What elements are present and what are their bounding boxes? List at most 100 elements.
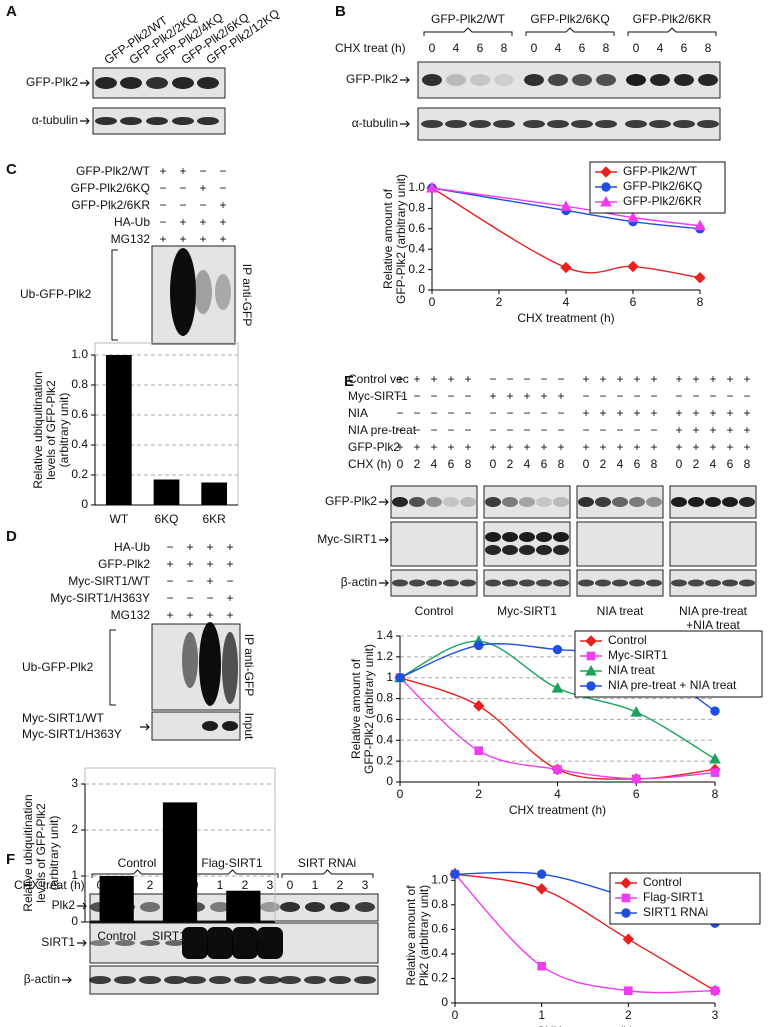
arrow (379, 579, 389, 587)
blot-band (536, 545, 552, 555)
y-tick-label: 1.2 (376, 649, 393, 663)
y-tick-label: 0.8 (376, 691, 393, 705)
legend-label: NIA treat (608, 663, 655, 677)
x-tick-label: 6 (633, 787, 640, 801)
y-tick-label: 0.8 (71, 377, 88, 391)
blot-band (460, 579, 476, 587)
series-line (454, 873, 716, 994)
marker (536, 869, 547, 879)
condition-mark: + (159, 232, 166, 246)
blot-band (578, 497, 594, 507)
blot-band (392, 579, 408, 587)
x-tick-label: 4 (554, 787, 561, 801)
blot-band (207, 927, 233, 959)
blot-band (595, 120, 617, 128)
condition-mark: + (692, 406, 699, 420)
condition-label: Myc-SIRT1/WT (68, 574, 150, 588)
lane-label: 4 (453, 41, 460, 55)
condition-mark: − (219, 164, 226, 178)
condition-mark: − (506, 423, 513, 437)
condition-mark: − (226, 574, 233, 588)
blot-band (625, 120, 647, 128)
x-tick-label: 8 (712, 787, 719, 801)
blot-band (519, 532, 535, 542)
marker (710, 706, 720, 716)
condition-mark: + (430, 372, 437, 386)
condition-mark: + (709, 440, 716, 454)
y-tick-label: 0 (418, 282, 425, 296)
marker (535, 883, 548, 895)
x-axis-label: CHX treatment (h) (517, 311, 614, 325)
blot-band (494, 74, 514, 86)
y-axis-label: (arbitrary unit) (47, 816, 61, 891)
row-label: GFP-Plk2 (346, 72, 398, 86)
x-axis-label: CHX treatment (h) (536, 1024, 633, 1027)
row-label: SIRT1 (41, 935, 75, 949)
y-tick-label: 2 (71, 822, 78, 836)
y-axis-label: GFP-Plk2 (arbitrary unit) (362, 644, 376, 774)
lane-label: 6 (681, 41, 688, 55)
blot-band (595, 579, 611, 587)
arrow (400, 120, 410, 128)
condition-label: GFP-Plk2 (348, 440, 400, 454)
condition-mark: + (650, 406, 657, 420)
blot-band (114, 976, 136, 984)
blot-band (95, 77, 117, 89)
condition-mark: + (743, 372, 750, 386)
lane-label: 0 (531, 41, 538, 55)
y-tick-label: 0.2 (71, 467, 88, 481)
blot-band (421, 120, 443, 128)
condition-mark: + (186, 540, 193, 554)
condition-mark: − (206, 591, 213, 605)
blot-band (304, 976, 326, 984)
condition-label: Myc-SIRT1/H363Y (50, 591, 150, 605)
side-label: IP anti-GFP (240, 264, 254, 326)
blot-band (443, 579, 459, 587)
condition-mark: − (582, 389, 589, 403)
blot-smear (199, 622, 221, 706)
condition-mark: − (557, 372, 564, 386)
bar (153, 479, 180, 505)
condition-mark: + (179, 215, 186, 229)
y-tick-label: 0 (81, 497, 88, 511)
marker (551, 682, 564, 693)
group-label: Control (415, 604, 454, 618)
condition-mark: − (650, 423, 657, 437)
row-label: GFP-Plk2 (325, 494, 377, 508)
condition-mark: − (186, 591, 193, 605)
condition-mark: + (179, 232, 186, 246)
lane-label: 4 (555, 41, 562, 55)
condition-mark: − (396, 389, 403, 403)
blot-band (519, 497, 535, 507)
blot-band (426, 497, 442, 507)
blot-band (523, 120, 545, 128)
condition-mark: 4 (617, 457, 624, 471)
condition-mark: − (179, 198, 186, 212)
condition-label: HA-Ub (114, 540, 150, 554)
blot-band (553, 532, 569, 542)
row-label: Plk2 (52, 898, 76, 912)
blot-band (671, 579, 687, 587)
condition-mark: − (506, 372, 513, 386)
lane-label: 1 (312, 878, 319, 892)
y-tick-label: 1 (386, 670, 393, 684)
x-tick-label: 0 (397, 787, 404, 801)
y-axis-label: (arbitrary unit) (57, 393, 71, 468)
condition-mark: + (582, 406, 589, 420)
blot-band (232, 927, 258, 959)
condition-mark: − (540, 423, 547, 437)
condition-mark: + (650, 440, 657, 454)
blot-band (553, 579, 569, 587)
y-tick-label: 0.4 (71, 437, 88, 451)
blot-frame (576, 521, 664, 567)
y-tick-label: 1.0 (408, 180, 425, 194)
legend-label: GFP-Plk2/6KQ (623, 179, 702, 193)
y-axis-label: Relative amount of (404, 885, 418, 986)
legend-marker (600, 195, 612, 207)
lane-label: 4 (657, 41, 664, 55)
blot-band (202, 721, 218, 731)
condition-mark: + (447, 372, 454, 386)
legend-marker (586, 651, 596, 661)
y-tick-label: 1.0 (431, 872, 448, 886)
series-line (431, 187, 701, 230)
